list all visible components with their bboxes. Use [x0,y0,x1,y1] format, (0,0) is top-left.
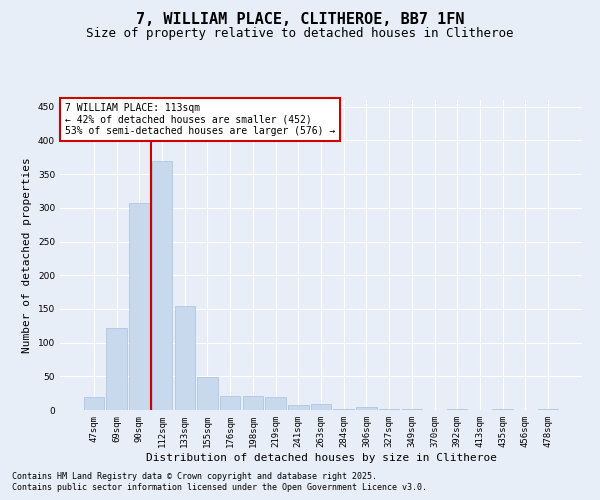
Text: Contains HM Land Registry data © Crown copyright and database right 2025.: Contains HM Land Registry data © Crown c… [12,472,377,481]
Bar [265,396,286,410]
Bar [242,396,263,410]
Bar [197,377,218,410]
Bar [175,306,195,410]
Bar [356,406,377,410]
Bar [447,408,467,410]
Bar [220,396,241,410]
Bar [538,408,558,410]
Text: 7, WILLIAM PLACE, CLITHEROE, BB7 1FN: 7, WILLIAM PLACE, CLITHEROE, BB7 1FN [136,12,464,28]
Bar [84,396,104,410]
Bar [106,328,127,410]
Text: Contains public sector information licensed under the Open Government Licence v3: Contains public sector information licen… [12,484,427,492]
Bar [288,404,308,410]
Bar [129,203,149,410]
Y-axis label: Number of detached properties: Number of detached properties [22,157,32,353]
Bar [311,404,331,410]
X-axis label: Distribution of detached houses by size in Clitheroe: Distribution of detached houses by size … [146,452,497,462]
Bar [152,160,172,410]
Text: 7 WILLIAM PLACE: 113sqm
← 42% of detached houses are smaller (452)
53% of semi-d: 7 WILLIAM PLACE: 113sqm ← 42% of detache… [65,103,335,136]
Text: Size of property relative to detached houses in Clitheroe: Size of property relative to detached ho… [86,28,514,40]
